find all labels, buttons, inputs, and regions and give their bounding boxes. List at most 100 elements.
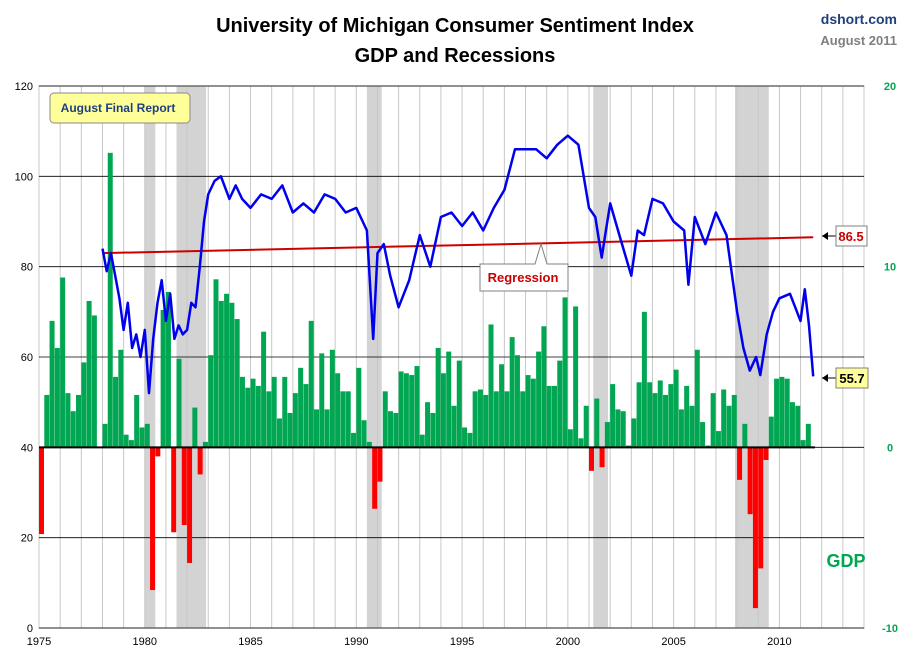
gdp-bar: [567, 429, 573, 448]
gdp-bar: [213, 279, 219, 448]
gdp-bar: [54, 347, 60, 448]
left-axis-tick-label: 120: [15, 81, 33, 93]
x-axis-labels: 1975 1980 1985 1990 1995 2000 2005 2010: [27, 636, 792, 648]
gdp-bar: [599, 447, 605, 468]
gdp-bar: [91, 315, 97, 448]
gdp-bar: [520, 391, 526, 448]
gdp-bar: [477, 389, 483, 448]
gdp-bar: [472, 391, 478, 448]
gdp-bar: [324, 409, 330, 448]
gdp-bar: [86, 300, 92, 448]
gdp-bar: [414, 366, 420, 448]
gdp-bar: [536, 351, 542, 448]
gdp-bar: [805, 423, 811, 448]
chart-subtitle: GDP and Recessions: [355, 45, 556, 67]
gdp-bar: [329, 349, 335, 448]
gdp-bar: [377, 447, 383, 482]
gdp-bar: [530, 378, 536, 448]
sentiment-line: [101, 134, 815, 395]
gdp-bar: [202, 441, 208, 448]
gdp-bar: [641, 311, 647, 448]
x-axis-tick-label: 1975: [27, 636, 51, 648]
gdp-bar: [229, 302, 235, 448]
gdp-bar: [197, 447, 203, 475]
gdp-bar: [123, 434, 129, 448]
gdp-bar: [483, 394, 489, 448]
right-axis-tick-label: 0: [887, 442, 893, 454]
report-badge-label: August Final Report: [61, 101, 176, 115]
left-axis-tick-label: 60: [21, 352, 33, 364]
gdp-bar: [440, 373, 446, 448]
gdp-bar: [171, 447, 177, 533]
gdp-bar: [382, 391, 388, 448]
gdp-bar: [589, 447, 594, 471]
regression-value-box: [835, 225, 868, 247]
gdp-bar: [139, 427, 145, 448]
gdp-bar: [636, 382, 642, 448]
gdp-bar: [763, 447, 769, 460]
gdp-bar: [504, 391, 510, 448]
gdp-bar: [446, 351, 452, 448]
gdp-bar: [684, 385, 690, 448]
gdp-bar: [70, 411, 76, 448]
x-axis-tick-label: 1980: [133, 636, 157, 648]
gdp-bar: [451, 405, 457, 448]
gdp-bar: [39, 447, 44, 535]
left-axis-tick-label: 100: [15, 171, 33, 183]
gdp-bar: [673, 369, 679, 448]
gdp-bar: [462, 427, 468, 448]
gdp-bar: [752, 447, 758, 609]
gdp-bar: [314, 409, 319, 448]
gdp-bar: [340, 391, 346, 448]
gdp-bar: [578, 438, 584, 448]
gdp-bar: [409, 375, 415, 448]
gdp-bar: [768, 416, 774, 448]
x-axis-tick-label: 1995: [450, 636, 474, 648]
gdp-bar: [44, 394, 50, 448]
gdp-bars: [39, 152, 811, 609]
gdp-bar: [319, 353, 325, 448]
gdp-label: GDP: [826, 551, 865, 571]
x-axis-tick-label: 2005: [661, 636, 685, 648]
gdp-bar: [165, 291, 171, 448]
gdp-bar: [356, 367, 362, 448]
gdp-bar: [647, 382, 653, 448]
latest-value-label: 55.7: [839, 371, 864, 386]
gdp-bar: [731, 394, 737, 448]
gdp-bar: [430, 413, 436, 448]
gdp-bar: [467, 432, 473, 448]
regression-value-label: 86.5: [838, 229, 863, 244]
gdp-bar: [366, 441, 372, 448]
source-label: dshort.com: [821, 11, 897, 27]
gdp-bar: [541, 326, 547, 448]
gdp-bar: [107, 152, 113, 448]
gdp-bar: [425, 402, 431, 448]
gdp-bar: [372, 447, 378, 509]
date-label: August 2011: [820, 33, 897, 48]
gdp-bar: [102, 423, 108, 448]
x-axis-tick-label: 1990: [344, 636, 368, 648]
gdp-bar: [615, 409, 621, 448]
gdp-bar: [261, 331, 267, 448]
gdp-bar: [192, 407, 198, 448]
gdp-bar: [710, 393, 716, 448]
right-axis-labels: -10 0 10 20: [882, 81, 898, 635]
gdp-bar: [594, 398, 600, 448]
gdp-bar: [784, 378, 790, 448]
gdp-bar: [393, 413, 399, 448]
report-badge: [49, 92, 191, 124]
gdp-bar: [176, 358, 182, 448]
gdp-bar: [620, 411, 626, 448]
left-axis-tick-label: 80: [21, 262, 33, 274]
gdp-bar: [488, 324, 494, 448]
gdp-bar: [266, 391, 272, 448]
right-axis-tick-label: 20: [884, 81, 896, 93]
gdp-bar: [308, 320, 314, 448]
regression-value-arrowhead: [822, 232, 828, 240]
gdp-bar: [255, 385, 261, 448]
gdp-bar: [60, 277, 66, 448]
gdp-bar: [155, 447, 161, 457]
gdp-bar: [551, 385, 557, 448]
